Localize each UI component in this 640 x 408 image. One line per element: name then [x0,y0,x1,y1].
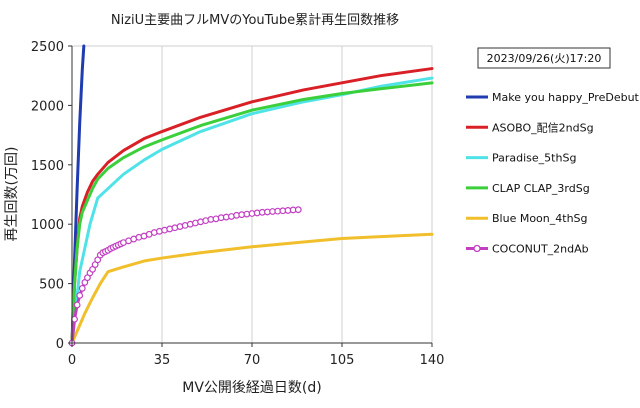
x-tick-label: 0 [68,353,76,368]
timestamp-box: 2023/09/26(火)17:20 [477,47,611,69]
legend-label: COCONUT_2ndAb [492,243,589,256]
legend-label: Blue Moon_4thSg [492,212,588,225]
legend-label: CLAP CLAP_3rdSg [492,182,590,195]
y-tick-label: 0 [56,337,64,352]
series-line-4 [70,232,434,345]
series-point-5 [76,292,84,299]
legend: Make you happy_PreDebut ASOBO_配信2ndSg Para… [466,91,640,256]
x-tick-label: 140 [420,353,445,368]
legend-marker [473,244,481,253]
y-tick-labels: 0 500 1000 1500 2000 2500 [31,40,72,352]
y-tick-label: 1000 [31,218,64,233]
series-point-5 [71,315,78,323]
y-tick-label: 2000 [31,99,64,114]
y-tick-label: 2500 [31,40,64,55]
y-axis-title: 再生回数(万回) [4,147,20,242]
x-tick-labels: 0 35 70 105 140 [68,343,445,368]
x-tick-label: 35 [154,353,171,368]
series-line-2 [70,76,434,345]
legend-label: Paradise_5thSg [492,152,576,165]
y-tick-label: 1500 [31,159,64,174]
x-axis-title: MV公開後経過日数(d) [182,380,321,396]
series-point-5 [294,206,302,214]
series-line-3 [70,81,434,345]
chart-title: NiziU主要曲フルMVのYouTube累計再生回数推移 [111,12,399,28]
timestamp-text: 2023/09/26(火)17:20 [487,52,602,65]
timestamp-frame [477,47,611,69]
x-tick-label: 70 [244,353,261,368]
series-layer [68,44,434,347]
series-point-5 [73,301,81,309]
series-point-5 [78,284,86,292]
y-tick-label: 500 [39,278,64,293]
legend-label: ASOBO_配信2ndSg [492,121,594,134]
legend-label: Make you happy_PreDebut [492,91,640,104]
x-tick-label: 105 [330,353,355,368]
